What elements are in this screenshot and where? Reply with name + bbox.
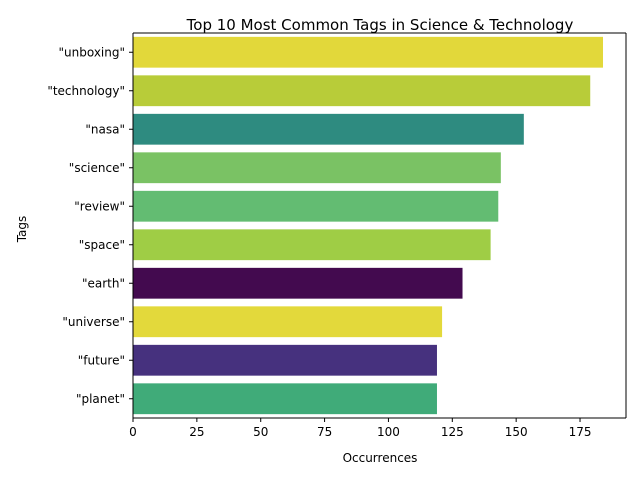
x-tick-label: 100 [377,425,400,439]
y-tick-label: "earth" [82,276,125,290]
y-tick-label: "unboxing" [59,45,126,59]
x-tick-label: 75 [317,425,332,439]
y-tick-label: "nasa" [85,122,125,136]
x-tick-label: 0 [129,425,137,439]
x-tick-label: 25 [189,425,204,439]
x-tick-labels: 0 25 50 75 100 125 150 175 [129,418,591,439]
bar-2 [133,113,524,145]
bar-3 [133,152,501,184]
x-tick-label: 50 [253,425,268,439]
x-axis-label: Occurrences [343,451,418,465]
y-tick-label: "technology" [47,84,125,98]
x-tick-label: 175 [569,425,592,439]
y-tick-label: "space" [79,238,125,252]
bar-4 [133,190,499,222]
y-tick-label: "universe" [62,315,125,329]
bars-group [133,36,604,415]
bar-9 [133,383,437,415]
y-tick-label: "planet" [76,392,125,406]
bar-0 [133,36,604,68]
bar-5 [133,229,491,261]
bar-1 [133,75,591,107]
x-tick-label: 150 [505,425,528,439]
y-axis-label: Tags [15,216,29,244]
x-tick-label: 125 [441,425,464,439]
y-tick-labels: "unboxing" "technology" "nasa" "science" "re… [47,45,133,406]
y-tick-label: "science" [69,161,125,175]
bar-6 [133,267,463,299]
bar-8 [133,344,437,376]
y-tick-label: "review" [74,199,125,213]
y-tick-label: "future" [78,353,125,367]
bar-7 [133,306,443,338]
chart-title: Top 10 Most Common Tags in Science & Tec… [186,16,574,34]
